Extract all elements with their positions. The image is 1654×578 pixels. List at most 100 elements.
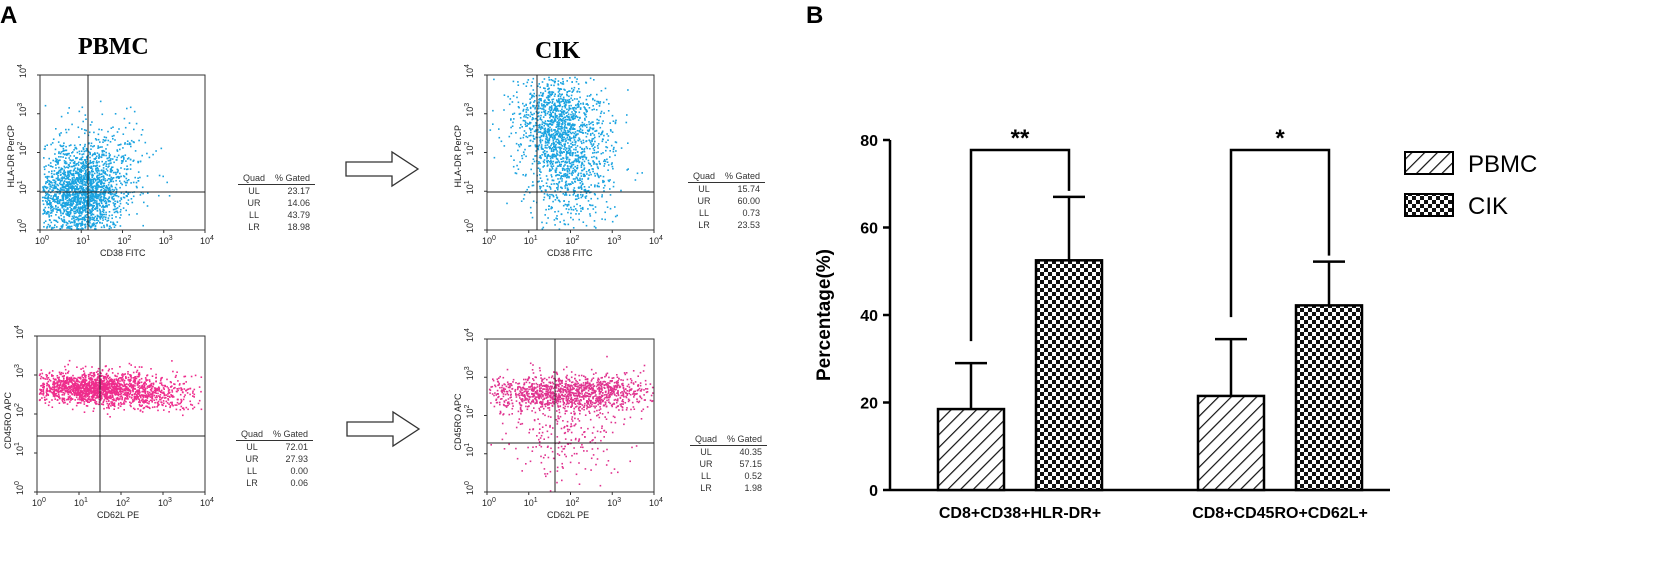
scatter-point <box>99 214 102 216</box>
scatter-point <box>578 213 580 215</box>
scatter-point <box>102 175 105 177</box>
scatter-point <box>64 365 66 368</box>
scatter-point <box>103 224 105 227</box>
scatter-point <box>60 225 63 228</box>
scatter-point <box>43 383 46 386</box>
scatter-point <box>567 138 569 141</box>
scatter-point <box>89 373 91 376</box>
scatter-point <box>537 148 540 151</box>
scatter-point <box>539 131 542 134</box>
scatter-point <box>96 214 99 217</box>
scatter-point <box>576 164 579 167</box>
scatter-point <box>70 212 72 214</box>
scatter-point <box>94 158 96 160</box>
scatter-point <box>91 161 94 163</box>
scatter-point <box>85 204 87 207</box>
scatter-point <box>53 226 56 229</box>
scatter-point <box>97 387 100 389</box>
scatter-point <box>580 151 582 154</box>
scatter-point <box>50 186 53 188</box>
scatter-point <box>558 180 561 183</box>
scatter-point <box>542 106 545 108</box>
scatter-point <box>137 171 140 173</box>
scatter-point <box>128 389 131 392</box>
scatter-point <box>534 107 536 110</box>
scatter-point <box>88 225 91 228</box>
scatter-point <box>110 385 113 387</box>
scatter-point <box>91 366 93 368</box>
scatter-point <box>56 386 58 388</box>
scatter-point <box>71 209 73 212</box>
scatter-point <box>569 165 572 168</box>
scatter-point <box>127 389 129 391</box>
scatter-point <box>55 159 58 162</box>
scatter-point <box>85 118 87 120</box>
scatter-point <box>96 209 99 212</box>
scatter-point <box>596 100 598 103</box>
scatter-point <box>79 158 81 161</box>
scatter-point <box>94 384 96 387</box>
scatter-point <box>71 382 73 384</box>
scatter-point <box>53 391 55 394</box>
x-tick-exponent: 1 <box>86 235 90 242</box>
scatter-point <box>86 394 89 396</box>
scatter-point <box>59 190 61 192</box>
scatter-point <box>77 207 79 209</box>
scatter-point <box>73 199 76 202</box>
scatter-point <box>94 190 97 192</box>
scatter-point <box>79 384 82 386</box>
scatter-point <box>583 147 586 150</box>
scatter-point <box>92 170 94 173</box>
scatter-point <box>79 189 82 192</box>
scatter-point <box>560 137 563 140</box>
scatter-point <box>574 76 576 79</box>
scatter-point <box>578 187 580 189</box>
scatter-point <box>102 391 104 394</box>
scatter-point <box>66 193 69 196</box>
scatter-point <box>78 228 80 230</box>
scatter-point <box>76 201 78 204</box>
scatter-point <box>578 126 581 128</box>
scatter-point <box>62 388 64 390</box>
scatter-point <box>86 149 89 152</box>
scatter-point <box>554 102 556 105</box>
scatter-point <box>88 220 91 223</box>
scatter-point <box>68 185 70 188</box>
scatter-point <box>569 154 572 157</box>
scatter-point <box>544 127 546 130</box>
scatter-point <box>73 386 76 389</box>
scatter-point <box>585 156 588 159</box>
scatter-point <box>544 112 547 115</box>
scatter-point <box>88 170 90 173</box>
scatter-point <box>82 170 84 172</box>
scatter-point <box>63 398 66 400</box>
scatter-point <box>108 368 110 371</box>
scatter-point <box>54 224 56 226</box>
scatter-point <box>82 161 85 164</box>
scatter-point <box>73 149 75 151</box>
scatter-point <box>88 388 90 390</box>
scatter-point <box>568 145 570 147</box>
scatter-point <box>142 224 144 227</box>
scatter-point <box>48 183 51 185</box>
scatter-point <box>558 181 560 184</box>
scatter-point <box>609 156 611 158</box>
scatter-point <box>568 135 571 138</box>
scatter-point <box>55 379 57 381</box>
scatter-point <box>124 394 127 396</box>
scatter-point <box>43 190 46 192</box>
scatter-point <box>542 135 545 138</box>
scatter-point <box>580 124 583 126</box>
scatter-point <box>611 165 614 168</box>
scatter-point <box>600 133 602 136</box>
scatter-point <box>93 200 96 202</box>
scatter-point <box>71 200 73 203</box>
scatter-point <box>574 165 576 168</box>
scatter-point <box>91 213 93 215</box>
scatter-point <box>120 392 123 395</box>
scatter-point <box>574 136 577 139</box>
scatter-point <box>130 198 133 200</box>
scatter-point <box>566 205 569 207</box>
scatter-point <box>58 386 61 388</box>
scatter-point <box>89 195 92 197</box>
